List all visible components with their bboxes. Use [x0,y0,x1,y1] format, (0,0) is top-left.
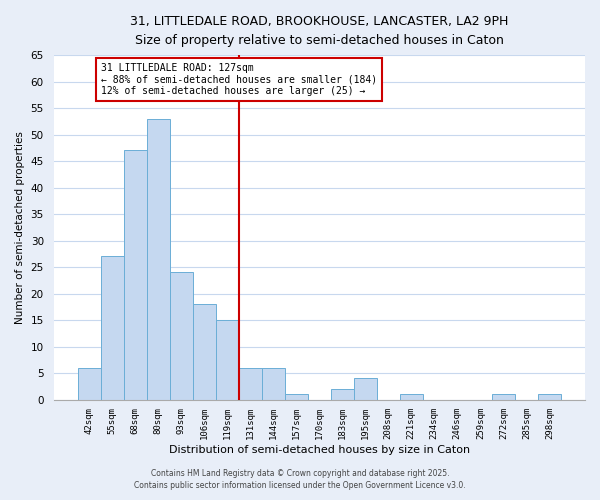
Bar [538,394,561,400]
Bar [400,394,423,400]
X-axis label: Distribution of semi-detached houses by size in Caton: Distribution of semi-detached houses by … [169,445,470,455]
Bar [285,394,308,400]
Text: Contains HM Land Registry data © Crown copyright and database right 2025.
Contai: Contains HM Land Registry data © Crown c… [134,468,466,490]
Bar [492,394,515,400]
Bar [262,368,285,400]
Title: 31, LITTLEDALE ROAD, BROOKHOUSE, LANCASTER, LA2 9PH
Size of property relative to: 31, LITTLEDALE ROAD, BROOKHOUSE, LANCAST… [130,15,508,47]
Bar [170,272,193,400]
Bar [331,389,354,400]
Bar [239,368,262,400]
Text: 31 LITTLEDALE ROAD: 127sqm
← 88% of semi-detached houses are smaller (184)
12% o: 31 LITTLEDALE ROAD: 127sqm ← 88% of semi… [101,63,377,96]
Bar [77,368,101,400]
Bar [147,118,170,400]
Bar [101,256,124,400]
Bar [354,378,377,400]
Y-axis label: Number of semi-detached properties: Number of semi-detached properties [15,131,25,324]
Bar [216,320,239,400]
Bar [193,304,216,400]
Bar [124,150,147,400]
